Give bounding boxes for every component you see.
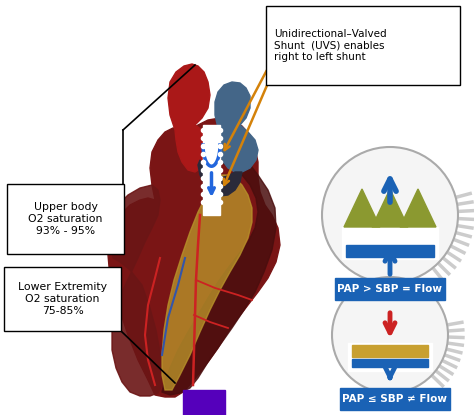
FancyBboxPatch shape [4,267,121,331]
Polygon shape [108,118,280,397]
Text: PAP > SBP = Flow: PAP > SBP = Flow [337,284,443,294]
Polygon shape [162,132,276,395]
Polygon shape [400,189,436,227]
Polygon shape [198,160,242,196]
Bar [346,245,434,257]
FancyBboxPatch shape [7,184,124,254]
Bar [183,390,225,415]
Polygon shape [372,189,408,227]
Text: Unidirectional–Valved
Shunt  (UVS) enables
right to left shunt: Unidirectional–Valved Shunt (UVS) enable… [274,29,387,62]
Polygon shape [168,64,210,172]
Bar [342,227,438,259]
Polygon shape [162,175,252,390]
Bar [352,359,428,367]
Bar [340,388,450,410]
Circle shape [332,277,448,393]
Text: PAP ≤ SBP ≠ Flow: PAP ≤ SBP ≠ Flow [343,394,447,404]
Polygon shape [344,189,380,227]
Bar [352,345,428,357]
Bar [348,343,432,371]
Text: Lower Extremity
O2 saturation
75-85%: Lower Extremity O2 saturation 75-85% [18,282,107,315]
Circle shape [322,147,458,283]
FancyBboxPatch shape [266,6,460,85]
Bar [203,125,220,215]
Bar [335,278,445,300]
Text: Upper body
O2 saturation
93% - 95%: Upper body O2 saturation 93% - 95% [28,203,103,236]
Polygon shape [215,82,258,172]
Polygon shape [110,185,162,396]
